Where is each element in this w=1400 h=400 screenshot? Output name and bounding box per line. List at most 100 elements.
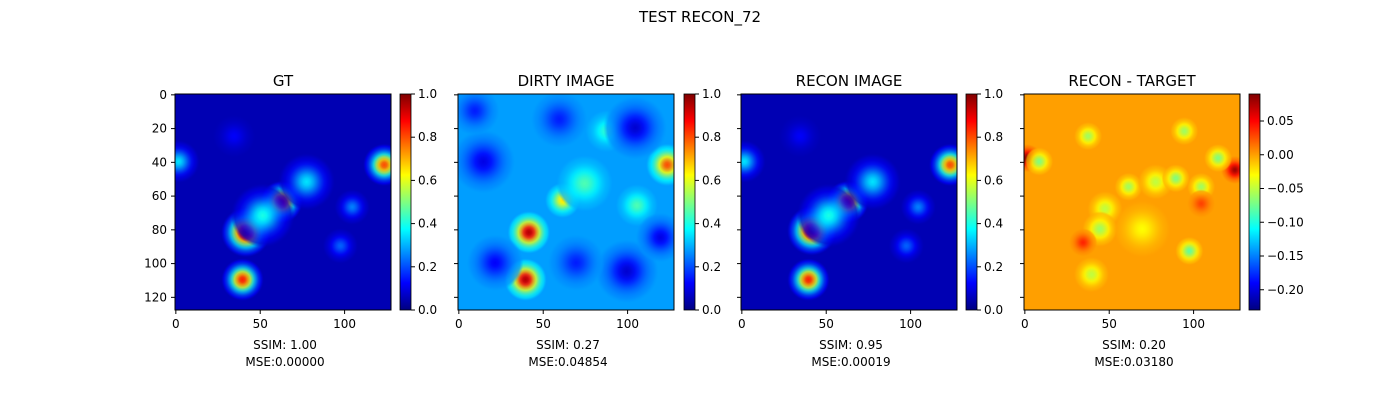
x-tick-label: 50 [1102,317,1117,331]
colorbar-tick-label: 1.0 [984,87,1003,101]
colorbar-tick-label: 0.0 [702,303,721,317]
colorbar-tick-label: 0.4 [984,217,1003,231]
colorbar-tick-label: 0.0 [984,303,1003,317]
panel-title: RECON IMAGE [796,72,903,90]
colorbar-tick-label: 1.0 [702,87,721,101]
heatmap-image [175,94,391,310]
heatmap-blob [1073,256,1110,293]
y-tick-label: 100 [144,257,167,271]
colorbar-tick-label: 0.4 [702,217,721,231]
mse-label: MSE:0.00000 [245,355,324,369]
colorbar-tick-label: −0.10 [1267,215,1304,229]
colorbar-tick-label: −0.20 [1267,283,1304,297]
y-tick-label: 40 [152,155,167,169]
x-tick-label: 50 [253,317,268,331]
colorbar-tick-label: 0.2 [418,260,437,274]
colorbar-tick-label: 0.8 [702,130,721,144]
panel-title: RECON - TARGET [1068,72,1196,90]
heatmap-blob [844,153,901,211]
mse-label: MSE:0.00019 [811,355,890,369]
heatmap-blob [466,234,524,292]
heatmap-blob [1114,172,1143,201]
panel-3: RECON - TARGET 0 50 100 0.05 0.00 −0.05 −0.10 −0… [1020,72,1304,369]
heatmap-blob [1170,116,1199,146]
heatmap-blob [1113,200,1171,258]
heatmap-blob [334,189,370,225]
heatmap-blob [1175,236,1204,266]
heatmap-blob [603,95,668,160]
axes-frame [174,93,392,311]
colorbar-tick-label: 0.6 [418,173,437,187]
heatmap-blob [1073,122,1103,151]
x-tick-label: 50 [536,317,551,331]
colorbar-tick-label: 0.2 [702,260,721,274]
heatmap-blob [212,114,256,158]
heatmap-blob [1068,228,1098,257]
heatmap-blob [278,153,335,211]
y-tick-label: 0 [159,88,167,102]
heatmap-blob [787,258,830,301]
colorbar-tick-label: −0.05 [1267,182,1304,196]
x-tick-label: 50 [819,317,834,331]
heatmap-blob [796,183,861,248]
colorbar [965,93,978,311]
y-tick-label: 80 [152,223,167,237]
ssim-label: SSIM: 0.20 [1102,338,1166,352]
heatmap-blob [507,211,551,254]
panel-0: GT 0 50 100 0 20 40 60 80 100 120 0.0 0.2 0.4 0.6 0.8 1.… [144,72,437,369]
ssim-label: SSIM: 0.95 [819,338,883,352]
y-tick-label: 120 [144,290,167,304]
mse-label: MSE:0.03180 [1094,355,1173,369]
heatmap-blob [1161,164,1191,193]
panels: GT 0 50 100 0 20 40 60 80 100 120 0.0 0.2 0.4 0.6 0.8 1.… [144,72,1304,369]
colorbar-tick-label: 0.05 [1267,114,1294,128]
heatmap-blob [362,143,391,187]
heatmap-blob [230,183,295,248]
axes-frame [740,93,958,311]
colorbar-tick-label: −0.15 [1267,249,1304,263]
heatmap-blob [175,140,200,183]
heatmap-blob [322,228,359,264]
colorbar [1248,93,1261,311]
heatmap-image [458,94,674,310]
colorbar-tick-label: 0.2 [984,260,1003,274]
heatmap-blob [1187,189,1216,218]
mse-label: MSE:0.04854 [528,355,607,369]
heatmap-blob [458,129,516,194]
x-tick-label: 100 [616,317,639,331]
colorbar-tick-label: 1.0 [418,87,437,101]
heatmap-blob [547,234,605,292]
heatmap-blob [645,143,674,187]
panel-1: DIRTY IMAGE 0 50 100 0.0 0.2 0.4 0.6 0.8 1.0 SSIM:… [454,72,721,369]
heatmap-blob [1025,147,1054,176]
colorbar-tick-label: 0.6 [702,173,721,187]
axes-frame [457,93,675,311]
x-tick-label: 0 [1021,317,1029,331]
heatmap-blob [900,189,936,225]
heatmap-blob [594,239,659,304]
x-tick-label: 100 [899,317,922,331]
panel-title: GT [273,72,294,90]
colorbar [399,93,412,311]
panel-2: RECON IMAGE 0 50 100 0.0 0.2 0.4 0.6 0.8 1.0 SSIM:… [737,72,1003,369]
heatmap-blob [778,114,822,158]
figure-suptitle: TEST RECON_72 [638,8,761,27]
x-tick-label: 0 [738,317,746,331]
x-tick-label: 100 [1182,317,1205,331]
heatmap-blob [556,155,613,212]
heatmap-blob [221,258,264,301]
ssim-label: SSIM: 0.27 [536,338,600,352]
heatmap-blob [928,143,957,187]
heatmap-blob [530,94,588,148]
x-tick-label: 0 [455,317,463,331]
colorbar-tick-label: 0.00 [1267,148,1294,162]
panel-title: DIRTY IMAGE [518,72,615,90]
colorbar [683,93,696,311]
heatmap-image [1024,94,1240,310]
heatmap-blob [1203,143,1233,173]
colorbar-tick-label: 0.6 [984,173,1003,187]
colorbar-tick-label: 0.0 [418,303,437,317]
heatmap-blob [615,184,659,227]
ssim-label: SSIM: 1.00 [253,338,317,352]
